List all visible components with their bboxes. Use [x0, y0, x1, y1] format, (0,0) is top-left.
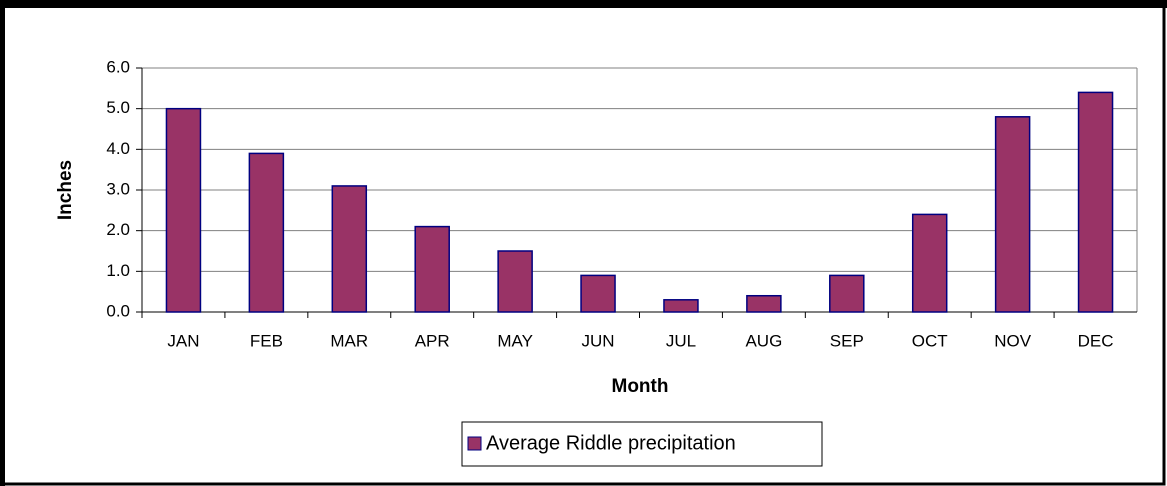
x-tick-label: APR	[415, 331, 450, 350]
bar	[994, 116, 1031, 313]
x-tick-label: AUG	[745, 331, 782, 350]
x-tick-label: JUN	[582, 331, 615, 350]
frame-left	[0, 0, 5, 486]
bar	[663, 299, 699, 313]
x-tick-label: JAN	[167, 331, 199, 350]
y-tick-label: 6.0	[106, 57, 130, 76]
legend-label: Average Riddle precipitation	[486, 432, 736, 454]
bar	[829, 274, 865, 313]
y-tick-label: 0.0	[106, 301, 130, 320]
y-tick-label: 4.0	[106, 139, 130, 158]
x-tick-label: FEB	[250, 331, 283, 350]
legend-swatch	[467, 436, 482, 451]
bar	[248, 152, 285, 313]
bar	[497, 250, 533, 313]
x-tick-label: SEP	[830, 331, 864, 350]
x-tick-label: MAY	[497, 331, 533, 350]
y-tick-label: 5.0	[106, 98, 130, 117]
bar	[746, 294, 782, 313]
bar	[331, 185, 368, 313]
x-tick-label: JUL	[666, 331, 696, 350]
x-axis-title: Month	[612, 376, 669, 397]
frame-top	[0, 0, 1167, 8]
x-tick-label: NOV	[994, 331, 1032, 350]
bar	[580, 274, 616, 313]
legend-box	[461, 421, 823, 467]
bar	[911, 213, 948, 313]
x-tick-label: OCT	[912, 331, 948, 350]
bar	[1077, 91, 1114, 313]
y-axis-title: Inches	[55, 160, 76, 220]
bar	[414, 225, 450, 313]
y-tick-label: 1.0	[106, 261, 130, 280]
y-tick-label: 2.0	[106, 220, 130, 239]
x-tick-label: MAR	[330, 331, 368, 350]
bar	[165, 107, 202, 313]
y-tick-label: 3.0	[106, 179, 130, 198]
x-tick-label: DEC	[1078, 331, 1114, 350]
